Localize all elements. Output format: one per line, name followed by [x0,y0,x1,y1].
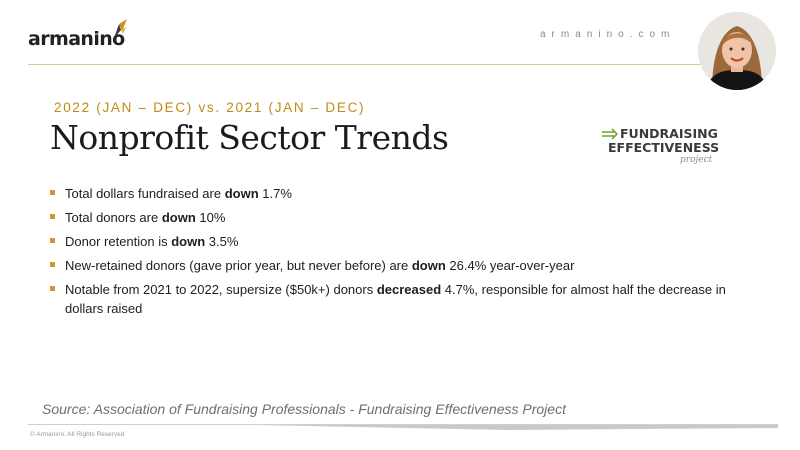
bullet-emphasis: down [171,234,205,249]
bullet-item: Notable from 2021 to 2022, supersize ($5… [50,280,760,318]
bullet-text: Donor retention is [65,234,171,249]
fep-arrow-icon [602,127,620,141]
bullet-item: Total donors are down 10% [50,208,760,227]
fep-line-1: FUNDRAISING [620,126,718,141]
slide-subtitle: 2022 (JAN – DEC) vs. 2021 (JAN – DEC) [54,100,365,115]
header-divider [28,64,702,65]
site-url[interactable]: armanino.com [540,29,675,40]
bullet-text: New-retained donors (gave prior year, bu… [65,258,412,273]
slide-title: Nonprofit Sector Trends [50,118,448,157]
bullet-item: New-retained donors (gave prior year, bu… [50,256,760,275]
bullet-text: Notable from 2021 to 2022, supersize ($5… [65,282,377,297]
source-citation: Source: Association of Fundraising Profe… [42,401,566,417]
fep-line-3: project [680,155,712,165]
armanino-logo[interactable]: armanino [28,18,133,52]
presenter-photo-icon [698,12,776,90]
fundraising-effectiveness-logo: FUNDRAISING EFFECTIVENESS project [598,112,728,182]
bullet-text: 1.7% [259,186,292,201]
avatar [698,12,776,90]
bullet-item: Total dollars fundraised are down 1.7% [50,184,760,203]
bullet-text: 3.5% [205,234,238,249]
bullet-emphasis: down [225,186,259,201]
bullet-item: Donor retention is down 3.5% [50,232,760,251]
bullet-emphasis: down [412,258,446,273]
copyright-notice: © Armanino. All Rights Reserved [30,431,124,438]
bullet-text: 10% [196,210,226,225]
footer-divider [28,424,778,430]
armanino-logo-mark-icon [110,18,128,40]
bullet-emphasis: decreased [377,282,441,297]
bullet-text: Total donors are [65,210,162,225]
bullet-text: 26.4% year-over-year [446,258,575,273]
bullet-text: Total dollars fundraised are [65,186,225,201]
bullet-emphasis: down [162,210,196,225]
bullet-list: Total dollars fundraised are down 1.7% T… [50,184,760,323]
fep-line-2: EFFECTIVENESS [608,140,719,155]
